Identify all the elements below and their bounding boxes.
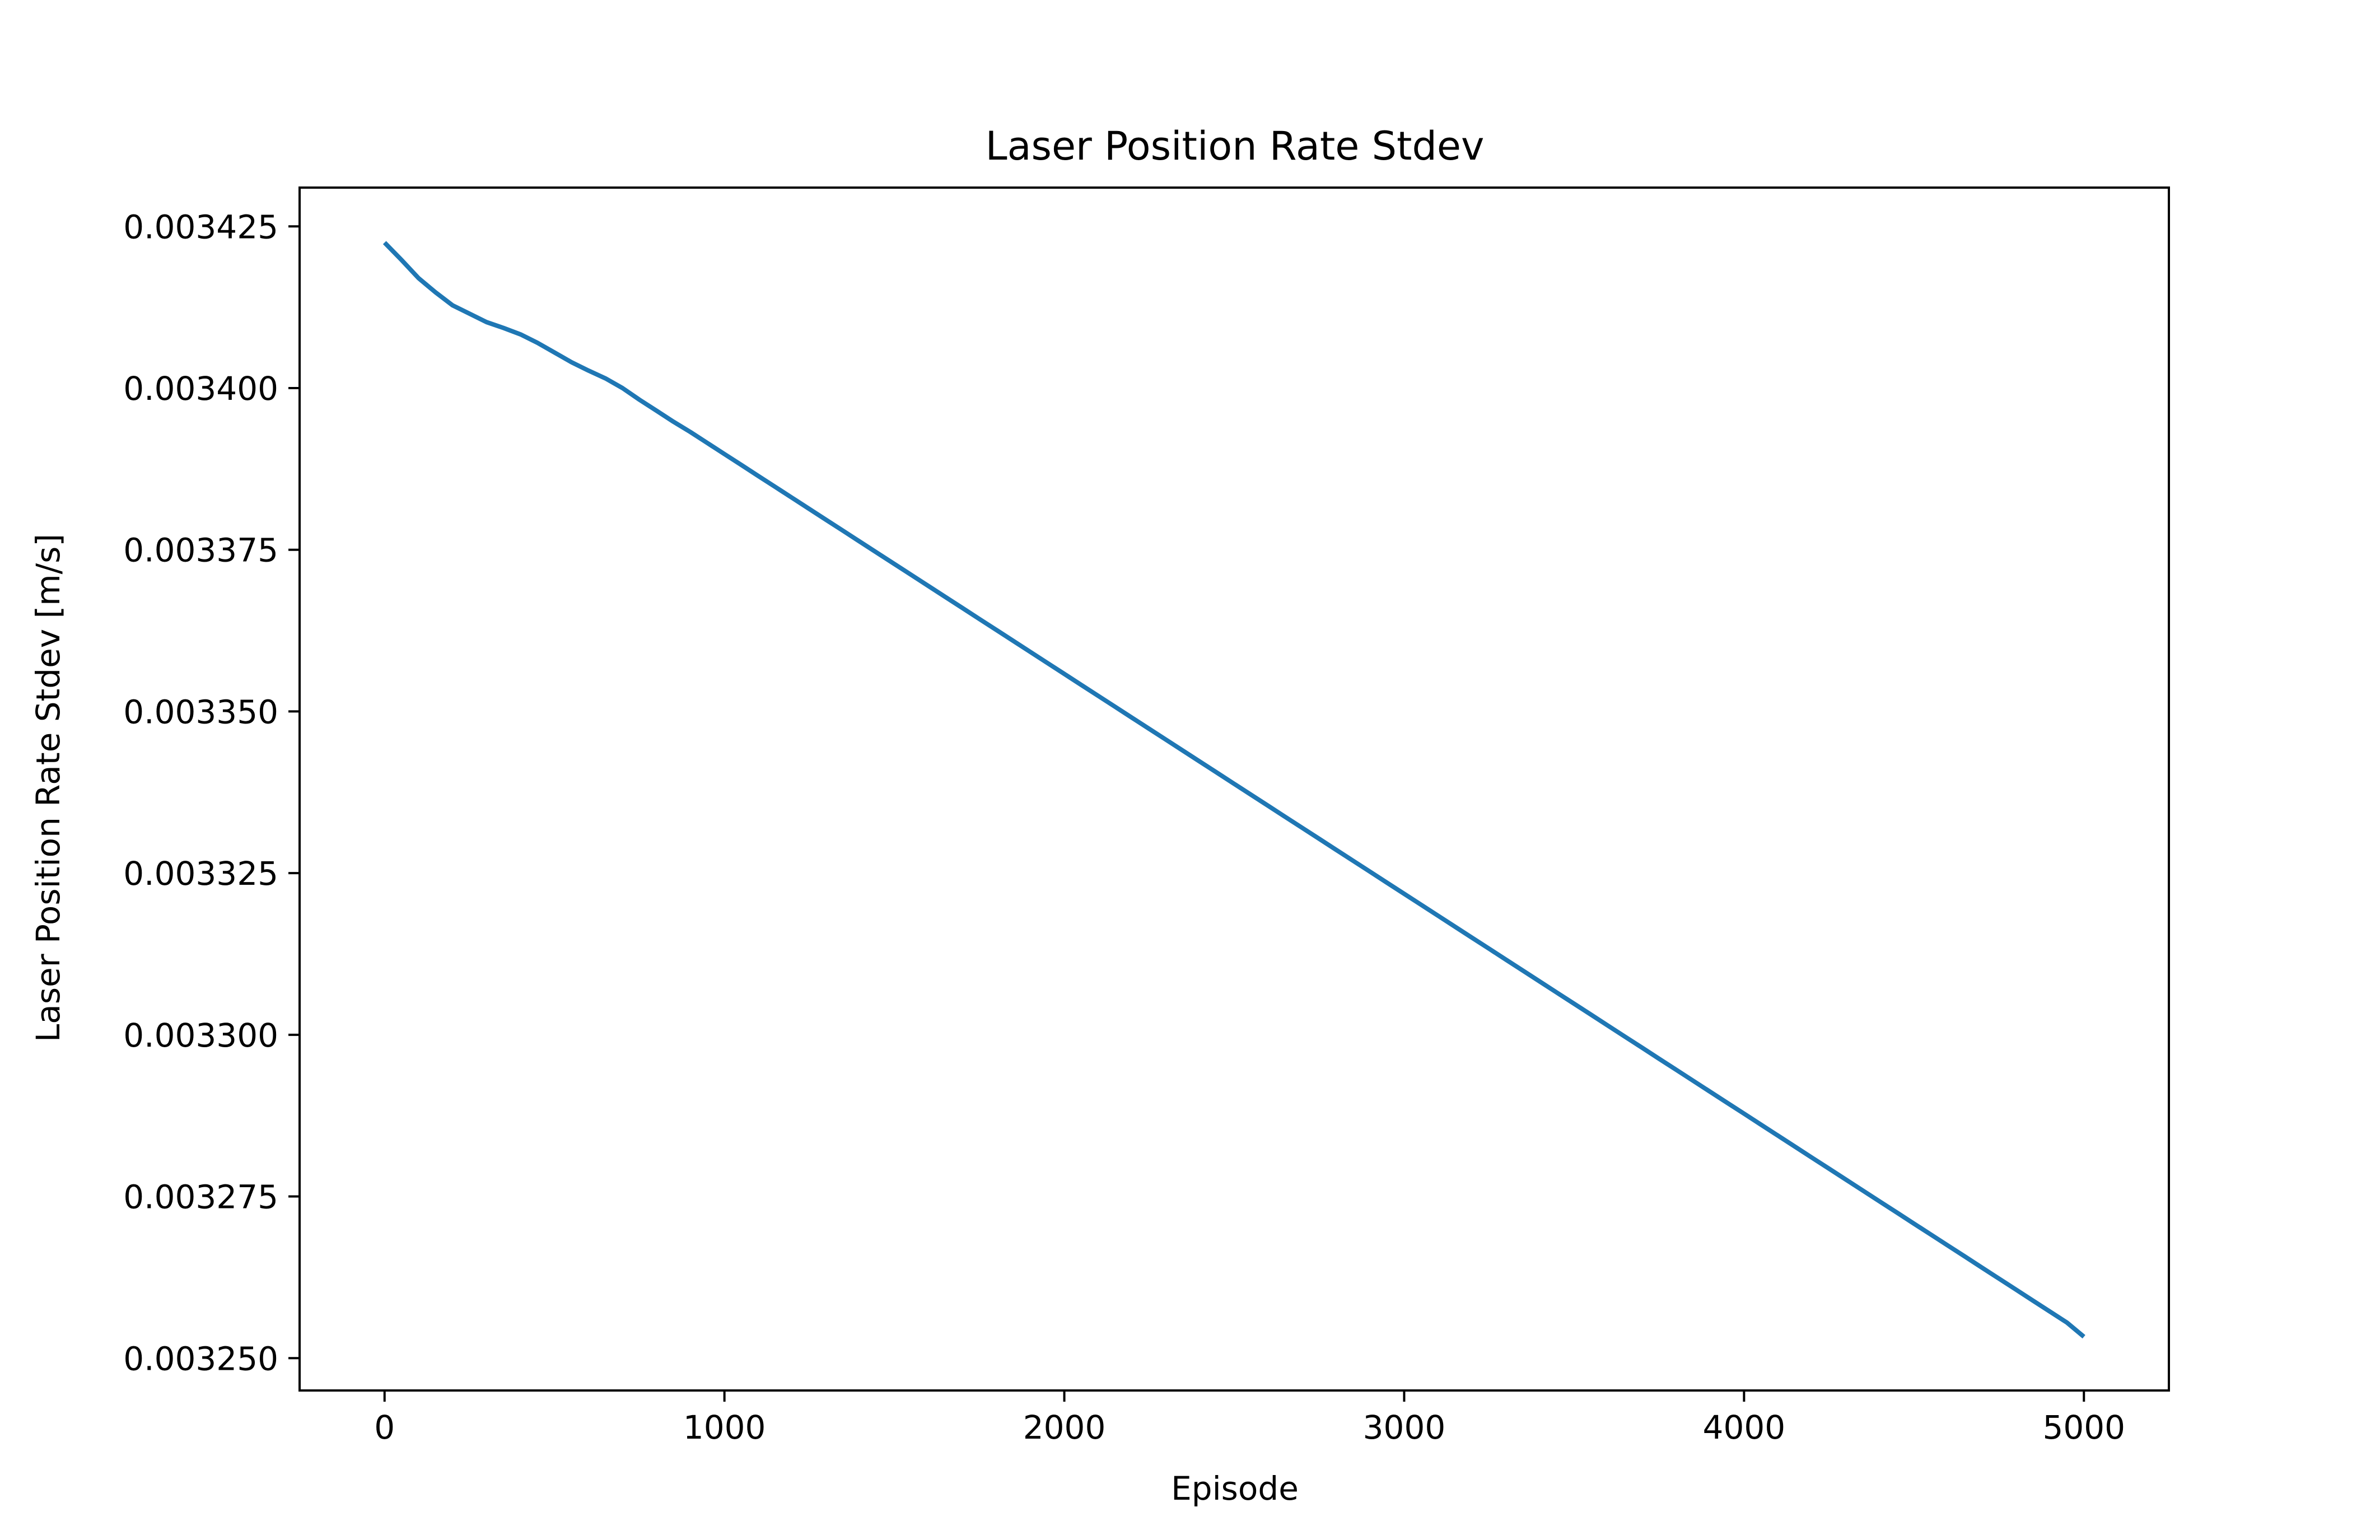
x-tick-label: 3000 [1363,1408,1446,1446]
series-layer [382,241,2085,1339]
series-line [382,241,2085,1339]
y-tick-label: 0.003300 [123,1016,278,1054]
plot-frame [298,186,2170,1392]
y-tick-label: 0.003250 [123,1340,278,1378]
y-tick-label: 0.003325 [123,855,278,893]
chart-title: Laser Position Rate Stdev [986,123,1485,169]
y-tick-label: 0.003350 [123,693,278,731]
x-axis: 0 1000 2000 3000 4000 5000 [374,1390,2125,1446]
x-axis-label: Episode [1171,1469,1299,1508]
x-tick-label: 1000 [683,1408,766,1446]
x-tick-label: 5000 [2042,1408,2125,1446]
y-axis-label: Laser Position Rate Stdev [m/s] [29,534,67,1042]
x-tick-label: 2000 [1023,1408,1106,1446]
x-tick-label: 0 [374,1408,395,1446]
y-tick-label: 0.003425 [123,208,278,246]
y-tick-label: 0.003375 [123,531,278,570]
y-tick-label: 0.003275 [123,1178,278,1216]
plot-area [298,186,2170,1392]
x-tick-label: 4000 [1703,1408,1786,1446]
y-tick-label: 0.003400 [123,370,278,408]
y-axis: 0.003250 0.003275 0.003300 0.003325 0.003350… [123,208,300,1378]
